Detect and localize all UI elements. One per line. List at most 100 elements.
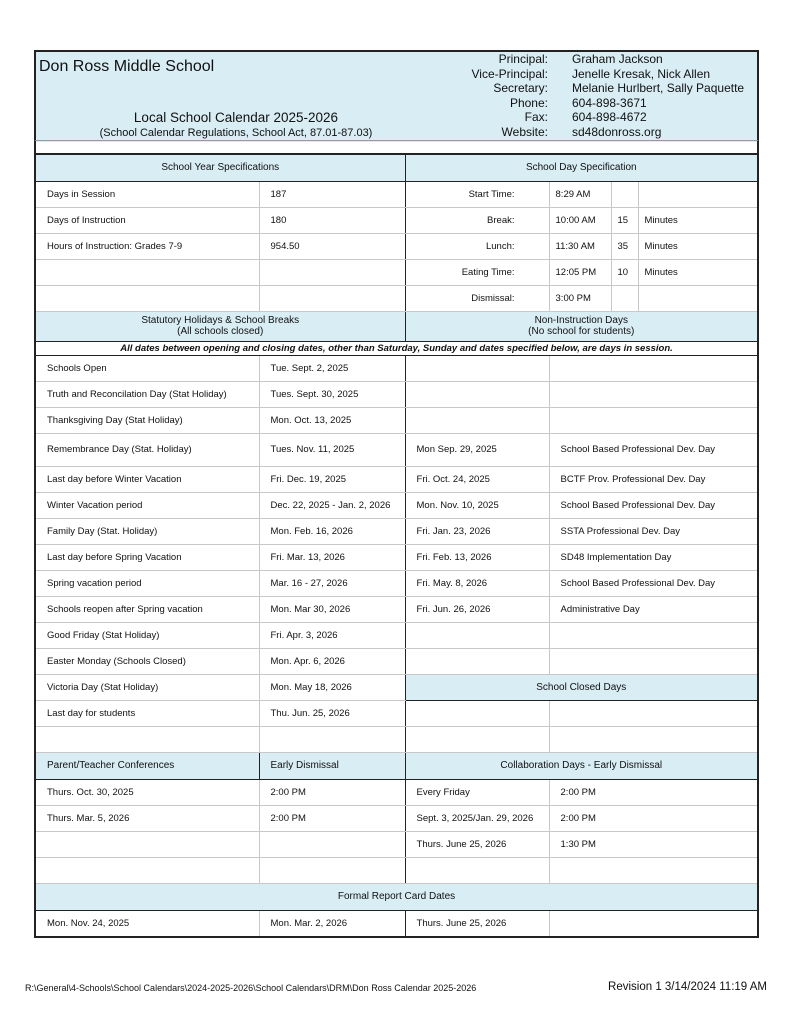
non-instruction-date: [404, 647, 550, 675]
holiday-date: Mon. Oct. 13, 2025: [258, 406, 406, 434]
section-header-non-instruction: Non-Instruction Days (No school for stude…: [404, 310, 759, 342]
holiday-date: Mar. 16 - 27, 2026: [258, 569, 406, 597]
cell: 11:30 AM: [548, 232, 612, 260]
table-row: Last day before Spring Vacation Fri. Mar.…: [34, 543, 759, 571]
cell: 954.50: [258, 232, 406, 260]
holiday-name: Truth and Reconcilation Day (Stat Holida…: [34, 380, 260, 408]
holiday-date: Tues. Sept. 30, 2025: [258, 380, 406, 408]
table-row: Good Friday (Stat Holiday) Fri. Apr. 3, 2…: [34, 621, 759, 649]
table-row: Last day before Winter Vacation Fri. Dec.…: [34, 465, 759, 493]
holiday-date: Tues. Nov. 11, 2025: [258, 432, 406, 467]
table-row: Eating Time: 12:05 PM 10 Minutes: [34, 258, 759, 286]
table-row: All dates between opening and closing da…: [34, 340, 759, 356]
holiday-name: Last day for students: [34, 699, 260, 727]
cell: 35: [610, 232, 639, 260]
holiday-name: Last day before Spring Vacation: [34, 543, 260, 571]
non-instruction-event: [548, 621, 759, 649]
non-instruction-event: [548, 406, 759, 434]
cell: 8:29 AM: [548, 180, 612, 208]
holiday-name: Schools reopen after Spring vacation: [34, 595, 260, 623]
table-row: Thanksgiving Day (Stat Holiday) Mon. Oct.…: [34, 406, 759, 434]
table-row: Winter Vacation period Dec. 22, 2025 - Ja…: [34, 491, 759, 519]
non-instruction-event: BCTF Prov. Professional Dev. Day: [548, 465, 759, 493]
contact-value: Jenelle Kresak, Nick Allen: [572, 66, 711, 81]
cell: [548, 725, 759, 753]
conference-dismissal: [258, 830, 406, 858]
holiday-date: Mon. Apr. 6, 2026: [258, 647, 406, 675]
section-header-report-cards: Formal Report Card Dates: [34, 882, 759, 911]
contact-row: Website: sd48donross.org: [456, 125, 744, 140]
contact-row: Fax: 604-898-4672: [456, 110, 744, 125]
table-row: [34, 856, 759, 884]
calendar-title: Local School Calendar 2025-2026: [133, 110, 339, 125]
cell: [404, 699, 550, 727]
file-path: R:\General\4-Schools\School Calendars\20…: [25, 983, 477, 993]
contact-row: Phone: 604-898-3671: [456, 96, 744, 111]
report-card-date: Thurs. June 25, 2026: [404, 909, 550, 937]
non-instruction-title: Non-Instruction Days: [534, 315, 628, 326]
holiday-name: Winter Vacation period: [34, 491, 260, 519]
table-row: Mon. Nov. 24, 2025 Mon. Mar. 2, 2026 Thurs…: [34, 909, 759, 937]
holiday-date: Fri. Apr. 3, 2026: [258, 621, 406, 649]
cell: Minutes: [637, 206, 759, 234]
holiday-name: Spring vacation period: [34, 569, 260, 597]
holiday-date: Fri. Dec. 19, 2025: [258, 465, 406, 493]
cell: 12:05 PM: [548, 258, 612, 286]
non-instruction-date: Mon Sep. 29, 2025: [404, 432, 550, 467]
contact-value: Graham Jackson: [572, 52, 663, 66]
conference-date: [34, 830, 260, 858]
revision: Revision 1 3/14/2024 11:19 AM: [608, 981, 767, 993]
cell: Dismissal:: [404, 284, 550, 312]
non-instruction-date: Mon. Nov. 10, 2025: [404, 491, 550, 519]
non-instruction-date: [404, 621, 550, 649]
holiday-date: Tue. Sept. 2, 2025: [258, 354, 406, 382]
table-row: Last day for students Thu. Jun. 25, 2026: [34, 699, 759, 727]
section-header-school-day: School Day Specification: [404, 153, 759, 182]
conference-date: [34, 856, 260, 884]
conference-dismissal: [258, 856, 406, 884]
non-instruction-date: [404, 406, 550, 434]
cell: Start Time:: [404, 180, 550, 208]
contact-label: Phone:: [509, 95, 548, 110]
cell: [610, 180, 639, 208]
contact-row: Principal: Graham Jackson: [456, 52, 744, 67]
cell: Minutes: [637, 258, 759, 286]
table-row: Schools Open Tue. Sept. 2, 2025: [34, 354, 759, 382]
table-row: [34, 725, 759, 753]
cell: [637, 180, 759, 208]
contact-label: Principal:: [498, 52, 548, 66]
early-dismissal-header: Early Dismissal: [258, 751, 406, 780]
section-header-closed-days: School Closed Days: [404, 673, 759, 701]
cell: [637, 284, 759, 312]
holiday-date: [258, 725, 406, 753]
contact-row: Vice-Principal: Jenelle Kresak, Nick Alle…: [456, 67, 744, 82]
school-header: Don Ross Middle School Local School Cale…: [34, 50, 759, 142]
section-header-holidays: Statutory Holidays & School Breaks (All s…: [34, 310, 406, 342]
table-row: Truth and Reconcilation Day (Stat Holida…: [34, 380, 759, 408]
cell: Days of Instruction: [34, 206, 260, 234]
non-instruction-event: School Based Professional Dev. Day: [548, 569, 759, 597]
contact-label: Fax:: [524, 110, 548, 125]
table-row: Family Day (Stat. Holiday) Mon. Feb. 16, …: [34, 517, 759, 545]
table-row: Thurs. Mar. 5, 2026 2:00 PM Sept. 3, 2025/…: [34, 804, 759, 832]
non-instruction-event: SSTA Professional Dev. Day: [548, 517, 759, 545]
cell: [610, 284, 639, 312]
table-row: Parent/Teacher Conferences Early Dismissa…: [34, 751, 759, 780]
regulations-note: (School Calendar Regulations, School Act…: [99, 127, 373, 139]
cell: 10:00 AM: [548, 206, 612, 234]
holiday-date: Dec. 22, 2025 - Jan. 2, 2026: [258, 491, 406, 519]
collaboration-time: 1:30 PM: [548, 830, 759, 858]
contact-label: Website:: [501, 124, 548, 139]
conference-dismissal: 2:00 PM: [258, 804, 406, 832]
non-instruction-date: Fri. Jun. 26, 2026: [404, 595, 550, 623]
table-row: Formal Report Card Dates: [34, 882, 759, 911]
cell: [34, 258, 260, 286]
collaboration-time: [548, 856, 759, 884]
holidays-subtitle: (All schools closed): [177, 326, 264, 337]
non-instruction-date: Fri. Feb. 13, 2026: [404, 543, 550, 571]
contact-row: Secretary: Melanie Hurlbert, Sally Paquet…: [456, 81, 744, 96]
cell: Hours of Instruction: Grades 7-9: [34, 232, 260, 260]
contact-value: 604-898-3671: [572, 95, 647, 110]
section-header-collaboration: Collaboration Days - Early Dismissal: [404, 751, 759, 780]
cell: 180: [258, 206, 406, 234]
